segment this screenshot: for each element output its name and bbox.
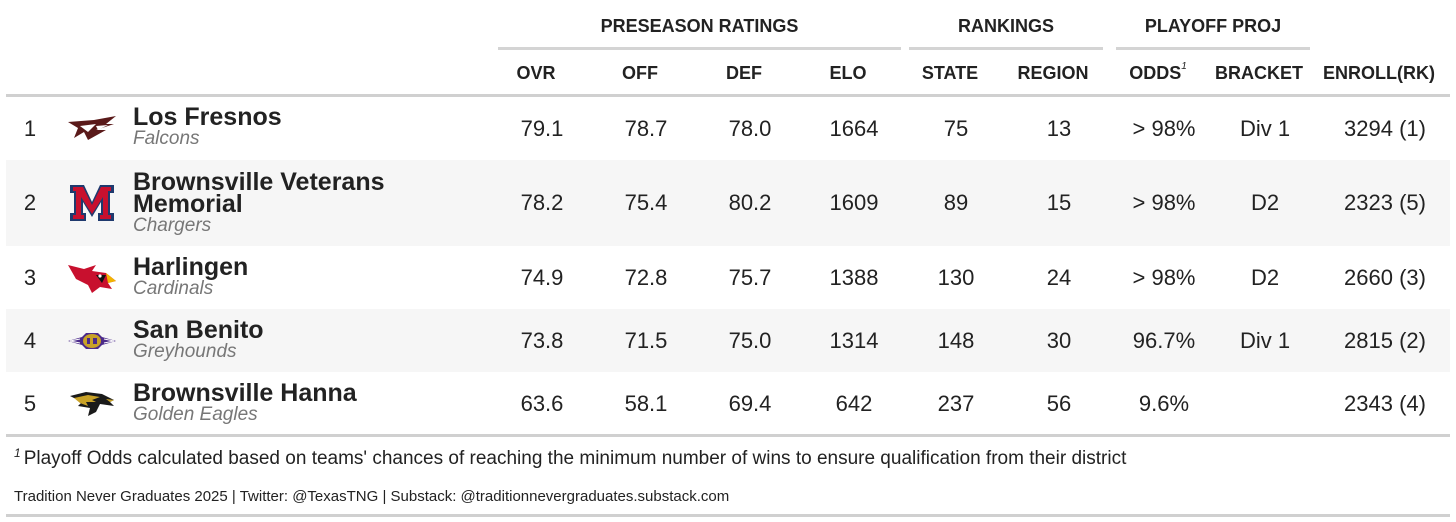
- enroll-cell: 2815 (2): [1344, 327, 1426, 353]
- enroll-cell: 2323 (5): [1344, 190, 1426, 215]
- region-rank-cell: 56: [1046, 390, 1072, 416]
- odds-cell: > 98%: [1132, 190, 1196, 215]
- team-cell: Brownsville Hanna Golden Eagles: [133, 379, 357, 426]
- ovr-cell: 79.1: [520, 115, 564, 141]
- group-preseason-underline: [498, 47, 901, 50]
- col-header-elo: ELO: [829, 63, 867, 83]
- odds-cell: > 98%: [1132, 115, 1196, 141]
- group-playoff-underline: [1116, 47, 1310, 50]
- source-credit: Tradition Never Graduates 2025 | Twitter…: [14, 488, 730, 505]
- group-playoff-proj: PLAYOFF PROJ: [1144, 16, 1282, 36]
- col-header-enroll: ENROLL(RK): [1323, 63, 1435, 83]
- bracket-cell: Div 1: [1239, 327, 1291, 353]
- state-rank-cell: 237: [937, 390, 975, 416]
- enroll-cell: 2660 (3): [1344, 264, 1426, 290]
- table-row: 3 Harlingen Cardinals 74.9 72.8 75.7 138…: [6, 246, 1450, 309]
- odds-cell: 9.6%: [1138, 390, 1190, 416]
- col-header-off: OFF: [622, 63, 658, 83]
- rank-cell: 4: [23, 327, 37, 353]
- footer-rule: [6, 514, 1450, 517]
- state-rank-cell: 130: [937, 264, 975, 290]
- elo-cell: 1388: [829, 264, 879, 290]
- cardinal-logo-icon: [60, 246, 124, 309]
- elo-cell: 1664: [829, 115, 879, 141]
- off-cell: 71.5: [624, 327, 668, 353]
- rank-cell: 3: [23, 264, 37, 290]
- enroll-cell: 2343 (4): [1344, 390, 1426, 416]
- footnote-marker: 1: [14, 446, 21, 460]
- def-cell: 75.0: [728, 327, 772, 353]
- team-cell: San Benito Greyhounds: [133, 316, 264, 363]
- bracket-cell: [1219, 372, 1311, 435]
- enroll-cell: 3294 (1): [1344, 115, 1426, 141]
- team-mascot: Chargers: [133, 215, 212, 236]
- col-header-def: DEF: [726, 63, 762, 83]
- footnote-text: Playoff Odds calculated based on teams' …: [23, 448, 1127, 469]
- golden-eagle-logo-icon: [60, 372, 124, 435]
- group-rankings: RANKINGS: [957, 16, 1054, 36]
- col-header-state: STATE: [921, 63, 979, 83]
- table-row: 2 Brownsville Veterans Memorial Chargers…: [6, 160, 1450, 246]
- state-rank-cell: 75: [943, 115, 969, 141]
- team-name: San Benito: [133, 316, 264, 344]
- bracket-cell: D2: [1250, 190, 1280, 215]
- state-rank-cell: 148: [937, 327, 975, 353]
- col-header-bracket: BRACKET: [1215, 63, 1303, 83]
- off-cell: 72.8: [624, 264, 668, 290]
- team-name: Brownsville Hanna: [133, 379, 357, 407]
- group-preseason-ratings: PRESEASON RATINGS: [600, 16, 799, 36]
- group-rankings-underline: [909, 47, 1103, 50]
- table-row: 1 Los Fresnos Falcons 79.1 78.7 78.0 166…: [6, 97, 1450, 160]
- table-row: 4 San Benito Greyhounds 73.8 71.5 75.0 1…: [6, 309, 1450, 372]
- block-m-logo-icon: [60, 160, 124, 246]
- col-header-region: REGION: [1017, 63, 1089, 83]
- col-header-ovr: OVR: [516, 63, 556, 83]
- greyhound-logo-icon: [60, 309, 124, 372]
- ovr-cell: 73.8: [520, 327, 564, 353]
- team-mascot: Falcons: [133, 128, 200, 149]
- off-cell: 75.4: [624, 190, 668, 215]
- team-name: Los Fresnos: [133, 103, 282, 131]
- def-cell: 80.2: [728, 190, 772, 215]
- ovr-cell: 74.9: [520, 264, 564, 290]
- table-row: 5 Brownsville Hanna Golden Eagles 63.6 5…: [6, 372, 1450, 435]
- odds-footnote-marker: 1: [1181, 61, 1187, 72]
- elo-cell: 642: [835, 390, 873, 416]
- team-cell: Brownsville Veterans Memorial Chargers: [133, 168, 413, 237]
- rank-cell: 2: [23, 190, 37, 215]
- team-name: Harlingen: [133, 253, 249, 281]
- header-rule: [6, 94, 1450, 97]
- falcon-logo-icon: [60, 97, 124, 160]
- footnote: 1 Playoff Odds calculated based on teams'…: [14, 446, 1127, 470]
- region-rank-cell: 24: [1046, 264, 1072, 290]
- ovr-cell: 78.2: [520, 190, 564, 215]
- rank-cell: 5: [23, 390, 37, 416]
- region-rank-cell: 15: [1046, 190, 1072, 215]
- col-header-odds: ODDS1: [1113, 61, 1203, 87]
- bracket-cell: D2: [1250, 264, 1280, 290]
- state-rank-cell: 89: [943, 190, 969, 215]
- team-mascot: Golden Eagles: [133, 404, 258, 425]
- team-mascot: Greyhounds: [133, 341, 237, 362]
- off-cell: 58.1: [624, 390, 668, 416]
- def-cell: 78.0: [728, 115, 772, 141]
- def-cell: 75.7: [728, 264, 772, 290]
- team-mascot: Cardinals: [133, 278, 214, 299]
- elo-cell: 1609: [829, 190, 879, 215]
- team-cell: Los Fresnos Falcons: [133, 103, 282, 150]
- col-header-odds-label: ODDS: [1129, 63, 1182, 83]
- off-cell: 78.7: [624, 115, 668, 141]
- def-cell: 69.4: [728, 390, 772, 416]
- odds-cell: 96.7%: [1132, 327, 1196, 353]
- team-name: Brownsville Veterans Memorial: [133, 168, 385, 218]
- region-rank-cell: 30: [1046, 327, 1072, 353]
- team-cell: Harlingen Cardinals: [133, 253, 249, 300]
- table-bottom-rule: [6, 434, 1450, 437]
- odds-cell: > 98%: [1132, 264, 1196, 290]
- rank-cell: 1: [23, 115, 37, 141]
- ovr-cell: 63.6: [520, 390, 564, 416]
- region-rank-cell: 13: [1046, 115, 1072, 141]
- bracket-cell: Div 1: [1239, 115, 1291, 141]
- elo-cell: 1314: [829, 327, 879, 353]
